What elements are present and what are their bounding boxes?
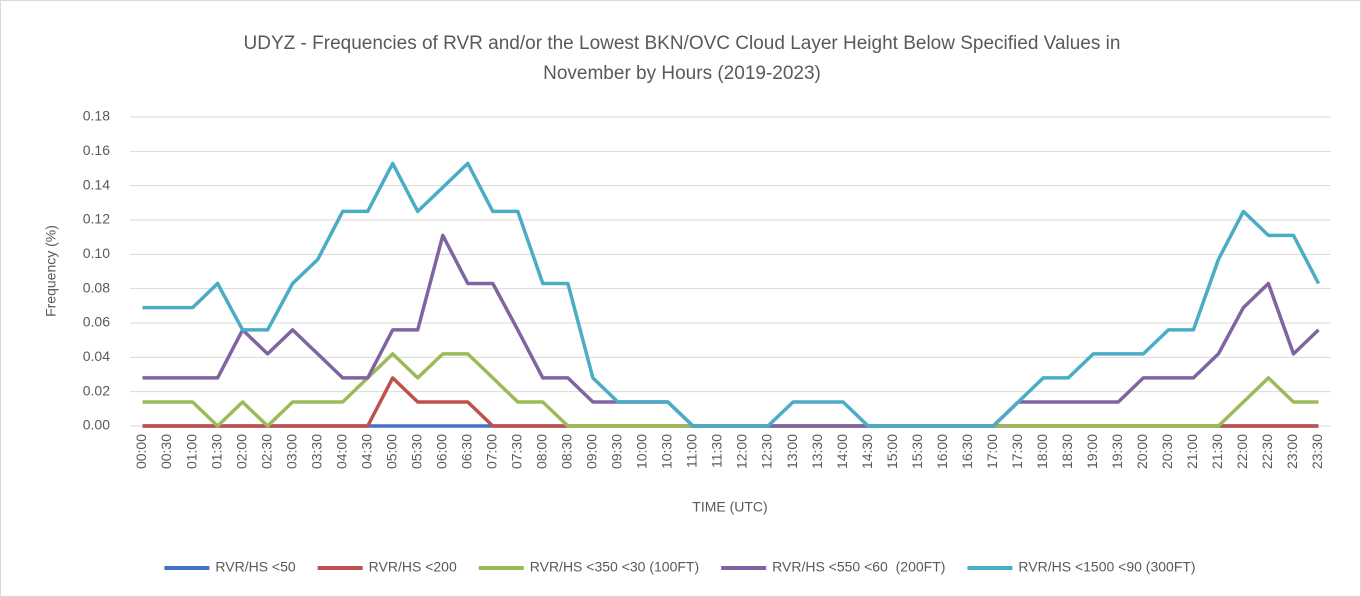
legend-label: RVR/HS <200 bbox=[369, 559, 457, 575]
x-tick-label: 21:30 bbox=[1209, 434, 1225, 469]
x-tick-label: 14:00 bbox=[834, 434, 850, 469]
chart-title: UDYZ - Frequencies of RVR and/or the Low… bbox=[244, 33, 1121, 54]
y-tick-label: 0.00 bbox=[83, 417, 110, 433]
x-tick-label: 13:30 bbox=[809, 434, 825, 469]
x-tick-label: 00:00 bbox=[133, 434, 149, 469]
x-tick-label: 12:00 bbox=[734, 434, 750, 469]
y-tick-label: 0.04 bbox=[83, 348, 110, 364]
x-tick-label: 20:00 bbox=[1134, 434, 1150, 469]
x-tick-label: 17:30 bbox=[1009, 434, 1025, 469]
y-tick-label: 0.02 bbox=[83, 382, 110, 398]
x-tick-label: 02:00 bbox=[233, 434, 249, 469]
x-tick-label: 20:30 bbox=[1159, 434, 1175, 469]
legend-label: RVR/HS <350 <30 (100FT) bbox=[530, 559, 699, 575]
y-tick-label: 0.12 bbox=[83, 211, 110, 227]
x-tick-label: 01:30 bbox=[208, 434, 224, 469]
x-tick-label: 23:30 bbox=[1309, 434, 1325, 469]
y-tick-label: 0.18 bbox=[83, 108, 110, 124]
x-tick-label: 22:30 bbox=[1259, 434, 1275, 469]
y-tick-label: 0.10 bbox=[83, 245, 110, 261]
y-axis-label: Frequency (%) bbox=[43, 225, 59, 317]
x-tick-label: 09:30 bbox=[609, 434, 625, 469]
x-tick-label: 19:00 bbox=[1084, 434, 1100, 469]
x-tick-label: 00:30 bbox=[158, 434, 174, 469]
x-tick-label: 02:30 bbox=[258, 434, 274, 469]
x-tick-label: 18:00 bbox=[1034, 434, 1050, 469]
x-tick-label: 08:30 bbox=[559, 434, 575, 469]
x-tick-label: 08:00 bbox=[534, 434, 550, 469]
x-tick-label: 11:30 bbox=[709, 434, 725, 468]
x-tick-label: 04:00 bbox=[333, 434, 349, 469]
x-tick-label: 22:00 bbox=[1234, 434, 1250, 469]
x-tick-label: 04:30 bbox=[358, 434, 374, 469]
x-tick-label: 13:00 bbox=[784, 434, 800, 469]
y-tick-label: 0.06 bbox=[83, 314, 110, 330]
x-tick-label: 09:00 bbox=[584, 434, 600, 469]
x-tick-label: 17:00 bbox=[984, 434, 1000, 469]
y-tick-label: 0.08 bbox=[83, 279, 110, 295]
legend-label: RVR/HS <550 <60 (200FT) bbox=[772, 559, 945, 575]
x-tick-label: 15:00 bbox=[884, 434, 900, 469]
x-tick-label: 10:00 bbox=[634, 434, 650, 469]
x-tick-label: 01:00 bbox=[183, 434, 199, 469]
x-tick-label: 07:00 bbox=[484, 434, 500, 469]
x-tick-label: 05:00 bbox=[383, 434, 399, 469]
x-tick-label: 23:00 bbox=[1284, 434, 1300, 469]
x-tick-label: 07:30 bbox=[509, 434, 525, 469]
x-tick-label: 19:30 bbox=[1109, 434, 1125, 469]
series-line bbox=[142, 161, 1321, 428]
x-tick-label: 03:30 bbox=[308, 434, 324, 469]
x-tick-label: 16:30 bbox=[959, 434, 975, 469]
x-tick-label: 18:30 bbox=[1059, 434, 1075, 469]
x-tick-label: 11:00 bbox=[684, 434, 700, 468]
y-tick-label: 0.16 bbox=[83, 142, 110, 158]
x-tick-label: 21:00 bbox=[1184, 434, 1200, 469]
x-tick-label: 06:30 bbox=[458, 434, 474, 469]
x-tick-label: 16:00 bbox=[934, 434, 950, 469]
x-tick-label: 12:30 bbox=[759, 434, 775, 469]
x-tick-label: 14:30 bbox=[859, 434, 875, 469]
x-tick-label: 05:30 bbox=[408, 434, 424, 469]
chart-title: November by Hours (2019-2023) bbox=[543, 63, 821, 84]
y-tick-label: 0.14 bbox=[83, 176, 110, 192]
legend-label: RVR/HS <50 bbox=[215, 559, 295, 575]
x-axis-label: TIME (UTC) bbox=[692, 499, 767, 515]
x-tick-label: 03:00 bbox=[283, 434, 299, 469]
x-tick-label: 10:30 bbox=[659, 434, 675, 469]
x-tick-label: 06:00 bbox=[433, 434, 449, 469]
legend-label: RVR/HS <1500 <90 (300FT) bbox=[1018, 559, 1195, 575]
x-tick-label: 15:30 bbox=[909, 434, 925, 469]
